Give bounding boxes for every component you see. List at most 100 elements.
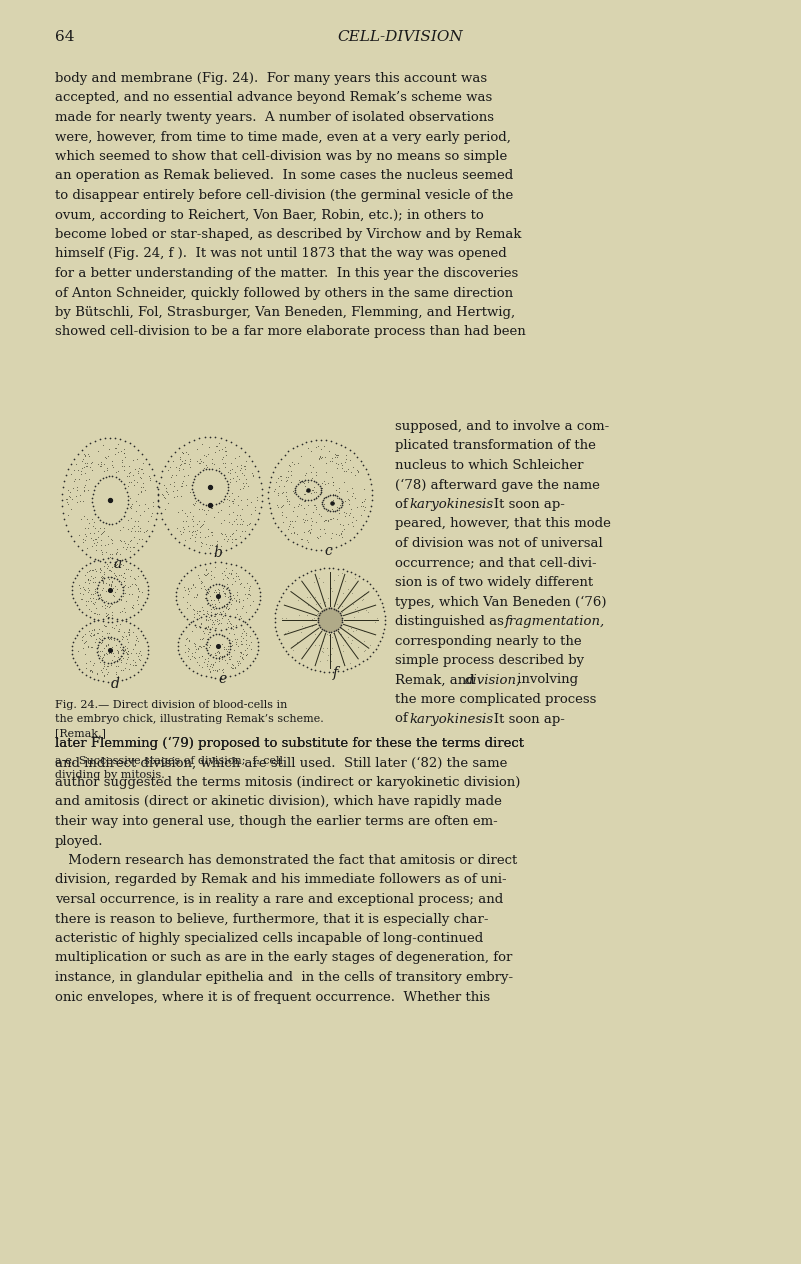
Point (263, 471, 276, 492)
Point (224, 605, 237, 626)
Point (164, 456, 177, 477)
Point (91, 454, 104, 474)
Point (329, 444, 342, 464)
Point (143, 468, 156, 488)
Point (116, 586, 129, 607)
Point (329, 599, 342, 619)
Point (83, 599, 95, 619)
Point (87, 484, 99, 504)
Point (97, 571, 110, 592)
Point (188, 527, 201, 547)
Point (105, 574, 118, 594)
Point (102, 635, 115, 655)
Point (235, 573, 248, 593)
Point (353, 566, 366, 586)
Point (215, 522, 227, 542)
Point (104, 627, 117, 647)
Point (307, 494, 320, 514)
Point (115, 508, 127, 528)
Point (181, 507, 194, 527)
Point (213, 647, 226, 667)
Point (87, 560, 99, 580)
Point (223, 605, 235, 626)
Point (131, 602, 144, 622)
Point (115, 586, 128, 607)
Point (193, 605, 206, 626)
Point (315, 439, 328, 459)
Point (179, 503, 191, 523)
Text: and amitosis (direct or akinetic division), which have rapidly made: and amitosis (direct or akinetic divisio… (55, 795, 502, 809)
Point (199, 560, 212, 580)
Point (309, 461, 322, 482)
Point (355, 506, 368, 526)
Point (207, 507, 220, 527)
Point (103, 574, 116, 594)
Point (221, 586, 234, 607)
Point (204, 565, 217, 585)
Point (203, 608, 216, 628)
Point (113, 648, 126, 669)
Point (89, 475, 102, 495)
Point (296, 509, 309, 530)
Point (120, 609, 133, 629)
Point (96, 468, 109, 488)
Point (172, 460, 185, 480)
Point (74, 589, 87, 609)
Point (292, 495, 304, 516)
Point (319, 523, 332, 544)
Point (223, 471, 236, 492)
Point (88, 528, 101, 549)
Point (95, 566, 107, 586)
Point (270, 621, 283, 641)
Point (104, 561, 117, 581)
Point (103, 643, 116, 664)
Point (308, 495, 321, 516)
Point (240, 633, 253, 653)
Point (124, 566, 137, 586)
Point (320, 622, 332, 642)
Point (79, 436, 92, 456)
Point (76, 662, 89, 683)
Point (125, 494, 138, 514)
Point (349, 465, 362, 485)
Point (329, 480, 342, 501)
Point (206, 453, 219, 473)
Point (82, 637, 95, 657)
Point (96, 512, 109, 532)
Point (70, 480, 83, 501)
Point (98, 564, 111, 584)
Point (342, 489, 355, 509)
Point (216, 449, 229, 469)
Point (237, 661, 250, 681)
Point (320, 511, 332, 531)
Point (256, 485, 268, 506)
Point (218, 511, 231, 531)
Point (362, 602, 375, 622)
Point (220, 645, 233, 665)
Point (96, 541, 109, 561)
Point (113, 631, 126, 651)
Point (206, 459, 219, 479)
Point (352, 461, 364, 482)
Point (209, 460, 222, 480)
Point (334, 435, 347, 455)
Point (248, 456, 261, 477)
Point (188, 635, 201, 655)
Text: to disappear entirely before cell-division (the germinal vesicle of the: to disappear entirely before cell-divisi… (55, 190, 513, 202)
Point (65, 454, 78, 474)
Point (80, 509, 93, 530)
Point (118, 571, 131, 592)
Point (123, 531, 136, 551)
Point (219, 585, 231, 605)
Point (300, 538, 312, 559)
Point (286, 451, 299, 471)
Point (299, 511, 312, 531)
Point (122, 632, 135, 652)
Point (173, 437, 186, 458)
Point (91, 641, 104, 661)
Point (269, 617, 282, 637)
Point (250, 487, 263, 507)
Point (232, 589, 245, 609)
Point (71, 444, 84, 464)
Point (344, 503, 357, 523)
